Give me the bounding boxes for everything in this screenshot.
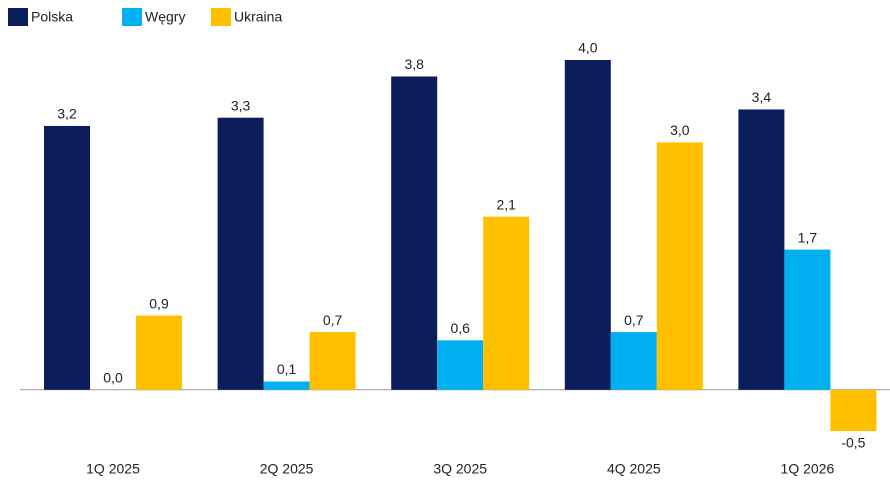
data-label: 4,0 <box>578 40 598 56</box>
data-label: 3,2 <box>57 106 77 122</box>
legend-label: Ukraina <box>234 9 282 25</box>
data-label: 1,7 <box>798 229 818 245</box>
x-tick-label: 2Q 2025 <box>260 461 314 477</box>
legend-swatch <box>211 8 231 26</box>
bar <box>784 249 831 390</box>
x-tick-label: 1Q 2025 <box>86 461 140 477</box>
x-tick-label: 3Q 2025 <box>433 461 487 477</box>
bar <box>656 142 703 390</box>
bar <box>217 117 264 390</box>
data-label: 0,0 <box>103 369 123 385</box>
legend-swatch <box>8 8 28 26</box>
data-label: 0,9 <box>149 295 169 311</box>
data-label: 3,4 <box>752 89 772 105</box>
bar <box>738 109 785 390</box>
x-tick-label: 1Q 2026 <box>781 461 835 477</box>
data-label: 0,6 <box>450 320 470 336</box>
data-label: 3,0 <box>670 122 690 138</box>
data-label: 3,8 <box>404 56 424 72</box>
legend-swatch <box>122 8 142 26</box>
legend-label: Polska <box>31 9 73 25</box>
bar <box>391 76 438 390</box>
data-label: 3,3 <box>231 97 251 113</box>
bar <box>44 125 90 390</box>
bar <box>437 340 484 390</box>
bar <box>136 315 182 390</box>
bar <box>830 389 877 431</box>
bar <box>564 60 611 390</box>
data-label: -0,5 <box>841 435 865 451</box>
bar <box>610 332 657 390</box>
data-label: 2,1 <box>496 196 516 212</box>
data-label: 0,1 <box>277 361 297 377</box>
data-label: 0,7 <box>323 312 343 328</box>
bar <box>263 381 310 390</box>
x-tick-label: 4Q 2025 <box>607 461 661 477</box>
bar <box>483 216 530 390</box>
legend-label: Węgry <box>145 9 185 25</box>
data-label: 0,7 <box>624 312 644 328</box>
bar <box>309 332 356 390</box>
